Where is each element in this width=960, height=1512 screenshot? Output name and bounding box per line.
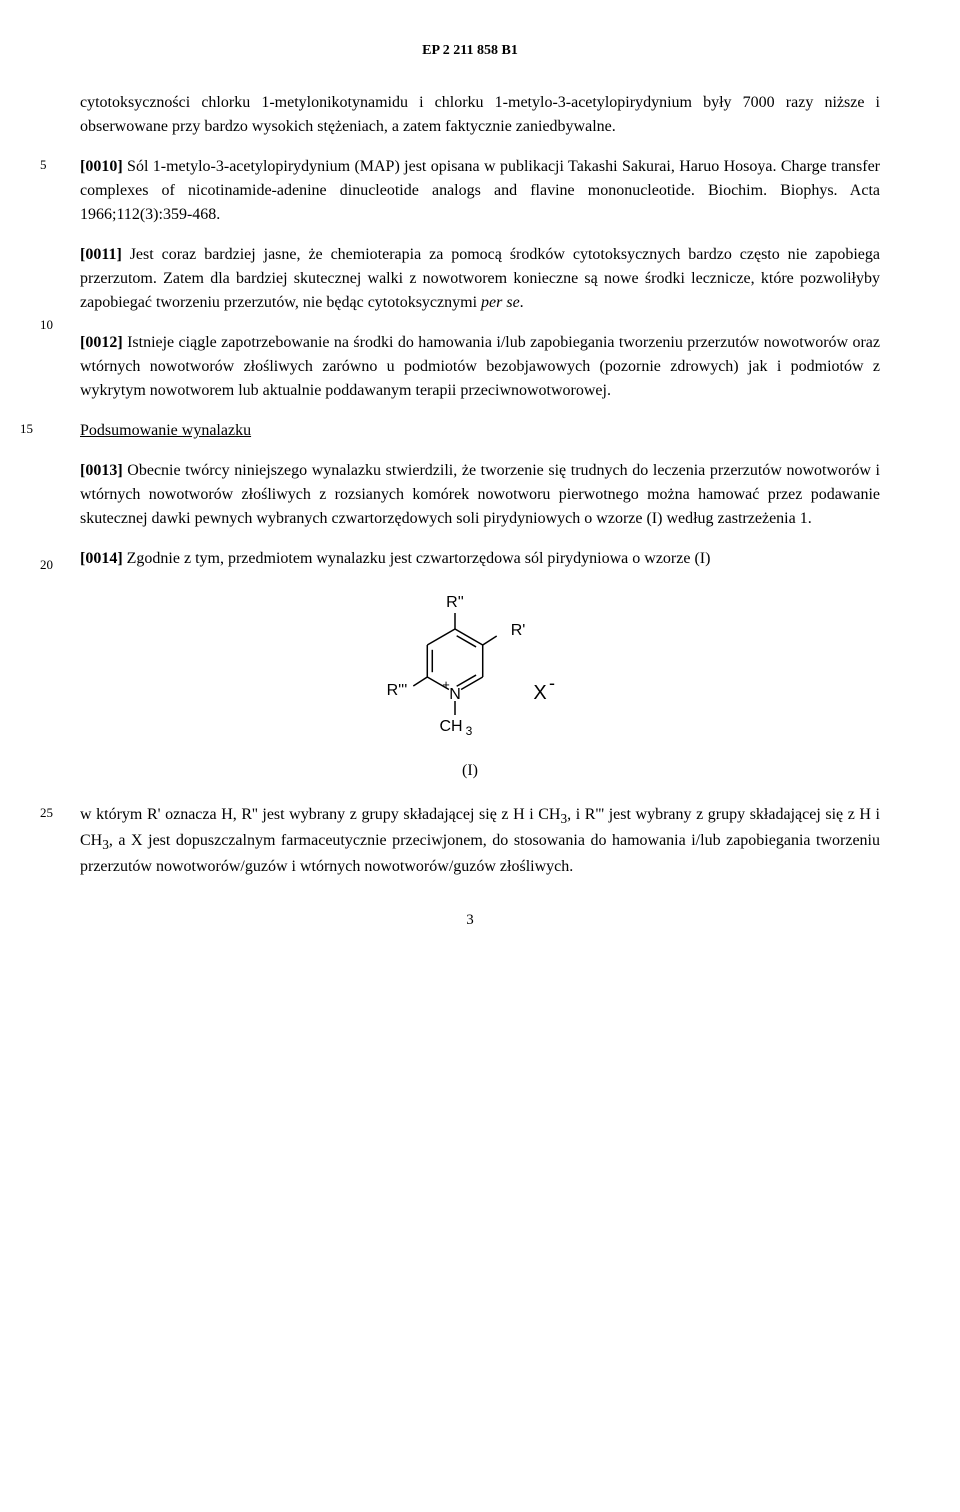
formula-svg: N+ R'' R' R''' CH 3 X- xyxy=(340,591,600,751)
paragraph-text: , a X jest dopuszczalnym farmaceutycznie… xyxy=(80,832,880,875)
paragraph-ref: [0010] xyxy=(80,158,127,175)
italic-text: per se xyxy=(481,294,520,311)
svg-text:N: N xyxy=(449,686,461,703)
paragraph: [0014] Zgodnie z tym, przedmiotem wynala… xyxy=(80,547,880,571)
svg-text:3: 3 xyxy=(466,724,473,738)
line-number: 20 xyxy=(40,555,53,575)
paragraph-text: . xyxy=(520,294,524,311)
paragraph-text: Zgodnie z tym, przedmiotem wynalazku jes… xyxy=(127,550,711,567)
paragraph: 10 [0011] Jest coraz bardziej jasne, że … xyxy=(80,243,880,315)
svg-text:+: + xyxy=(442,677,450,692)
paragraph: 20 [0013] Obecnie twórcy niniejszego wyn… xyxy=(80,459,880,531)
formula-label: (I) xyxy=(60,759,880,783)
chemical-formula: N+ R'' R' R''' CH 3 X- (I) xyxy=(60,591,880,783)
page-number: 3 xyxy=(60,909,880,932)
paragraph-text: w którym R' oznacza H, R'' jest wybrany … xyxy=(80,806,561,823)
paragraph: [0012] Istnieje ciągle zapotrzebowanie n… xyxy=(80,331,880,403)
section-heading: 15 Podsumowanie wynalazku xyxy=(60,419,880,443)
svg-text:R''': R''' xyxy=(387,682,408,699)
paragraph: 5 [0010] Sól 1-metylo-3-acetylopirydyniu… xyxy=(80,155,880,227)
section-heading-text: Podsumowanie wynalazku xyxy=(80,422,251,439)
paragraph-text: cytotoksyczności chlorku 1-metylonikotyn… xyxy=(80,94,880,135)
line-number: 5 xyxy=(40,155,47,175)
svg-text:X: X xyxy=(533,682,546,704)
paragraph-ref: [0013] xyxy=(80,462,127,479)
paragraph: cytotoksyczności chlorku 1-metylonikotyn… xyxy=(80,91,880,139)
line-number: 15 xyxy=(20,419,33,439)
paragraph-text: Jest coraz bardziej jasne, że chemiotera… xyxy=(80,246,880,311)
subscript: 3 xyxy=(102,837,109,852)
line-number: 25 xyxy=(40,803,53,823)
document-header: EP 2 211 858 B1 xyxy=(60,40,880,61)
paragraph-ref: [0011] xyxy=(80,246,130,263)
paragraph-ref: [0014] xyxy=(80,550,127,567)
svg-text:R'': R'' xyxy=(446,594,464,611)
paragraph-ref: [0012] xyxy=(80,334,127,351)
paragraph-text: Obecnie twórcy niniejszego wynalazku stw… xyxy=(80,462,880,527)
line-number: 10 xyxy=(40,315,53,335)
svg-text:-: - xyxy=(549,673,555,693)
paragraph: 25 w którym R' oznacza H, R'' jest wybra… xyxy=(80,803,880,879)
paragraph-text: Sól 1-metylo-3-acetylopirydynium (MAP) j… xyxy=(80,158,880,223)
paragraph-text: Istnieje ciągle zapotrzebowanie na środk… xyxy=(80,334,880,399)
svg-text:CH: CH xyxy=(439,718,462,735)
svg-text:R': R' xyxy=(511,622,526,639)
